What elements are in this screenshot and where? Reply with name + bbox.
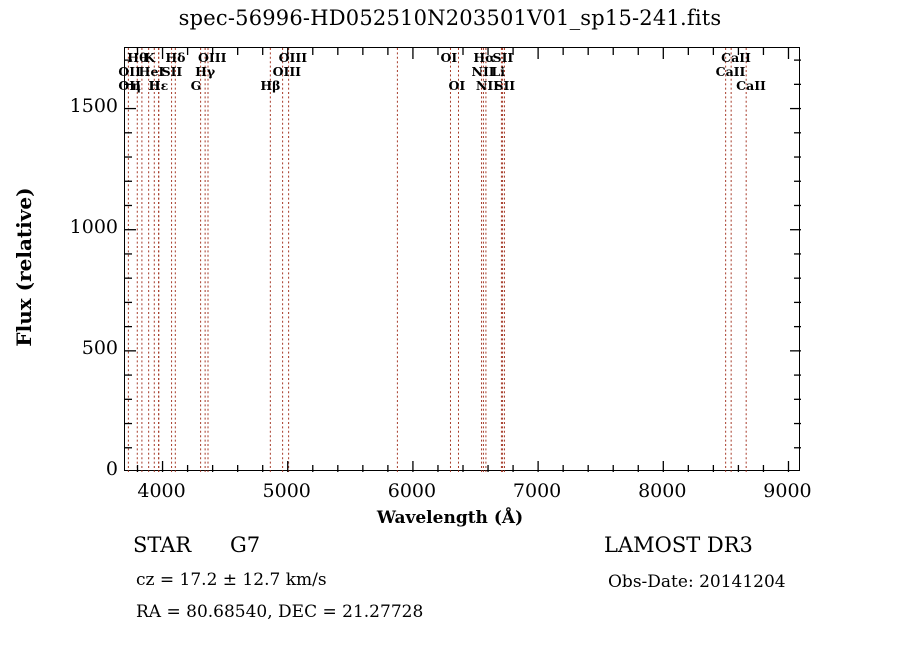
x-tick-5000: 5000 [262,480,311,502]
line-label-15: Li [491,64,505,79]
line-label-9: OII [118,64,141,79]
line-label-7: SII [492,50,514,65]
line-label-19: η [131,78,141,93]
line-label-13: OIII [272,64,302,79]
line-label-2: Hδ [165,50,186,65]
line-label-20: H [148,78,161,93]
obs-date-label: Obs-Date: 20141204 [608,572,786,592]
line-label-10: HeI [138,64,165,79]
y-tick-1000: 1000 [69,215,118,238]
line-label-12: Hγ [195,64,216,79]
coords-label: RA = 80.68540, DEC = 21.27728 [136,602,424,622]
y-axis-title: Flux (relative) [12,187,36,347]
y-tick-1500: 1500 [69,94,118,117]
cz-label: cz = 17.2 ± 12.7 km/s [136,570,327,590]
line-label-8: CaII [721,50,751,65]
page-title: spec-56996-HD052510N203501V01_sp15-241.f… [178,6,722,30]
line-label-18: Hε [148,78,169,93]
line-label-4: OIII [278,50,308,65]
x-axis-title: Wavelength (Å) [376,508,524,528]
y-tick-0: 0 [105,458,118,480]
x-tick-6000: 6000 [387,480,437,502]
x-tick-4000: 4000 [137,480,186,502]
object-type-label: STAR [133,533,192,557]
line-label-0: Hθ [127,50,148,65]
line-label-11: SII [161,64,183,79]
x-tick-7000: 7000 [512,480,562,502]
line-label-16: CaII [715,64,746,79]
line-label-3: OIII [197,50,227,65]
line-label-26: CaII [736,78,766,93]
spectral-class-label: G7 [230,533,261,557]
line-label-21: G [190,78,202,93]
line-label-1: K [144,50,156,65]
survey-label: LAMOST DR3 [604,533,753,557]
y-tick-500: 500 [81,336,118,359]
line-label-5: OI [440,50,458,65]
x-tick-9000: 9000 [763,480,812,502]
line-label-14: NII [471,64,495,79]
line-label-17: OII [118,78,141,93]
line-label-24: NII [475,78,500,93]
x-tick-8000: 8000 [638,480,687,502]
line-label-6: Hα [473,50,495,65]
line-label-22: Hβ [260,78,281,93]
line-label-25: SII [494,78,516,93]
line-label-23: OI [448,78,466,93]
plot-frame [124,47,801,472]
spectrum-canvas [125,48,801,472]
